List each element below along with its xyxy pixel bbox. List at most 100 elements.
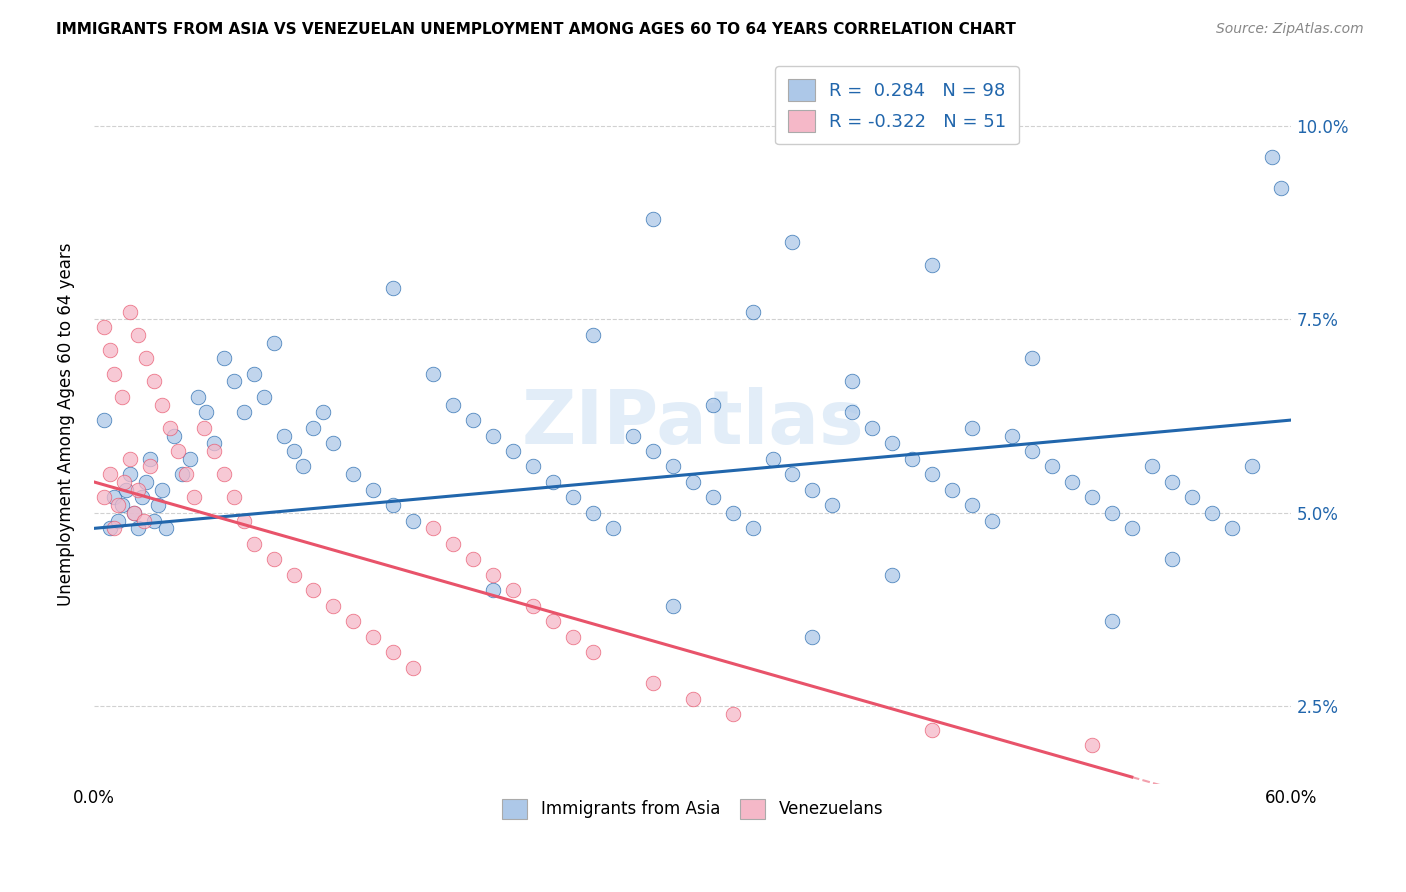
Point xyxy=(561,491,583,505)
Point xyxy=(202,436,225,450)
Point xyxy=(163,428,186,442)
Point xyxy=(482,567,505,582)
Point xyxy=(194,405,217,419)
Point xyxy=(741,304,763,318)
Point xyxy=(1001,428,1024,442)
Y-axis label: Unemployment Among Ages 60 to 64 years: Unemployment Among Ages 60 to 64 years xyxy=(58,242,75,606)
Point xyxy=(150,483,173,497)
Point xyxy=(127,483,149,497)
Point xyxy=(602,521,624,535)
Point xyxy=(981,514,1004,528)
Point xyxy=(960,498,983,512)
Point xyxy=(621,428,644,442)
Point xyxy=(821,498,844,512)
Point xyxy=(941,483,963,497)
Point xyxy=(882,436,904,450)
Point xyxy=(115,483,138,497)
Point xyxy=(841,405,863,419)
Point xyxy=(721,506,744,520)
Point xyxy=(782,467,804,482)
Point xyxy=(661,459,683,474)
Point xyxy=(112,475,135,489)
Point xyxy=(463,552,485,566)
Point xyxy=(93,320,115,334)
Point xyxy=(1240,459,1263,474)
Point xyxy=(382,498,405,512)
Point xyxy=(422,521,444,535)
Point xyxy=(103,521,125,535)
Point xyxy=(187,390,209,404)
Point xyxy=(801,483,824,497)
Point xyxy=(901,451,924,466)
Point xyxy=(1081,738,1104,752)
Point xyxy=(142,514,165,528)
Point xyxy=(292,459,315,474)
Point xyxy=(135,351,157,365)
Point xyxy=(302,583,325,598)
Point xyxy=(1201,506,1223,520)
Point xyxy=(170,467,193,482)
Text: Source: ZipAtlas.com: Source: ZipAtlas.com xyxy=(1216,22,1364,37)
Point xyxy=(139,451,162,466)
Point xyxy=(232,405,254,419)
Point xyxy=(1121,521,1143,535)
Point xyxy=(363,630,385,644)
Point xyxy=(502,444,524,458)
Point xyxy=(1270,181,1292,195)
Point xyxy=(860,421,883,435)
Point xyxy=(422,367,444,381)
Point xyxy=(1021,351,1043,365)
Point xyxy=(139,459,162,474)
Point xyxy=(222,491,245,505)
Point xyxy=(127,327,149,342)
Point xyxy=(174,467,197,482)
Point xyxy=(1160,475,1182,489)
Point xyxy=(132,514,155,528)
Point xyxy=(1101,614,1123,628)
Point xyxy=(541,475,564,489)
Point xyxy=(1081,491,1104,505)
Point xyxy=(582,327,605,342)
Point xyxy=(252,390,274,404)
Point xyxy=(150,398,173,412)
Point xyxy=(1021,444,1043,458)
Text: IMMIGRANTS FROM ASIA VS VENEZUELAN UNEMPLOYMENT AMONG AGES 60 TO 64 YEARS CORREL: IMMIGRANTS FROM ASIA VS VENEZUELAN UNEMP… xyxy=(56,22,1017,37)
Point xyxy=(1060,475,1083,489)
Point xyxy=(93,413,115,427)
Point xyxy=(107,498,129,512)
Point xyxy=(702,398,724,412)
Point xyxy=(482,583,505,598)
Point xyxy=(98,343,121,358)
Point xyxy=(482,428,505,442)
Point xyxy=(111,390,134,404)
Point xyxy=(302,421,325,435)
Point xyxy=(263,552,285,566)
Point xyxy=(242,367,264,381)
Point xyxy=(155,521,177,535)
Point xyxy=(98,467,121,482)
Point xyxy=(118,304,141,318)
Point xyxy=(263,335,285,350)
Point xyxy=(127,521,149,535)
Point xyxy=(103,491,125,505)
Point xyxy=(882,567,904,582)
Point xyxy=(921,723,943,737)
Point xyxy=(402,660,425,674)
Point xyxy=(202,444,225,458)
Point xyxy=(641,444,664,458)
Point xyxy=(741,521,763,535)
Point xyxy=(921,467,943,482)
Point xyxy=(582,506,605,520)
Point xyxy=(111,498,134,512)
Point xyxy=(463,413,485,427)
Point xyxy=(342,467,364,482)
Point xyxy=(342,614,364,628)
Point xyxy=(135,475,157,489)
Point xyxy=(273,428,295,442)
Point xyxy=(541,614,564,628)
Point xyxy=(782,235,804,249)
Point xyxy=(661,599,683,613)
Point xyxy=(1220,521,1243,535)
Point xyxy=(363,483,385,497)
Point xyxy=(682,475,704,489)
